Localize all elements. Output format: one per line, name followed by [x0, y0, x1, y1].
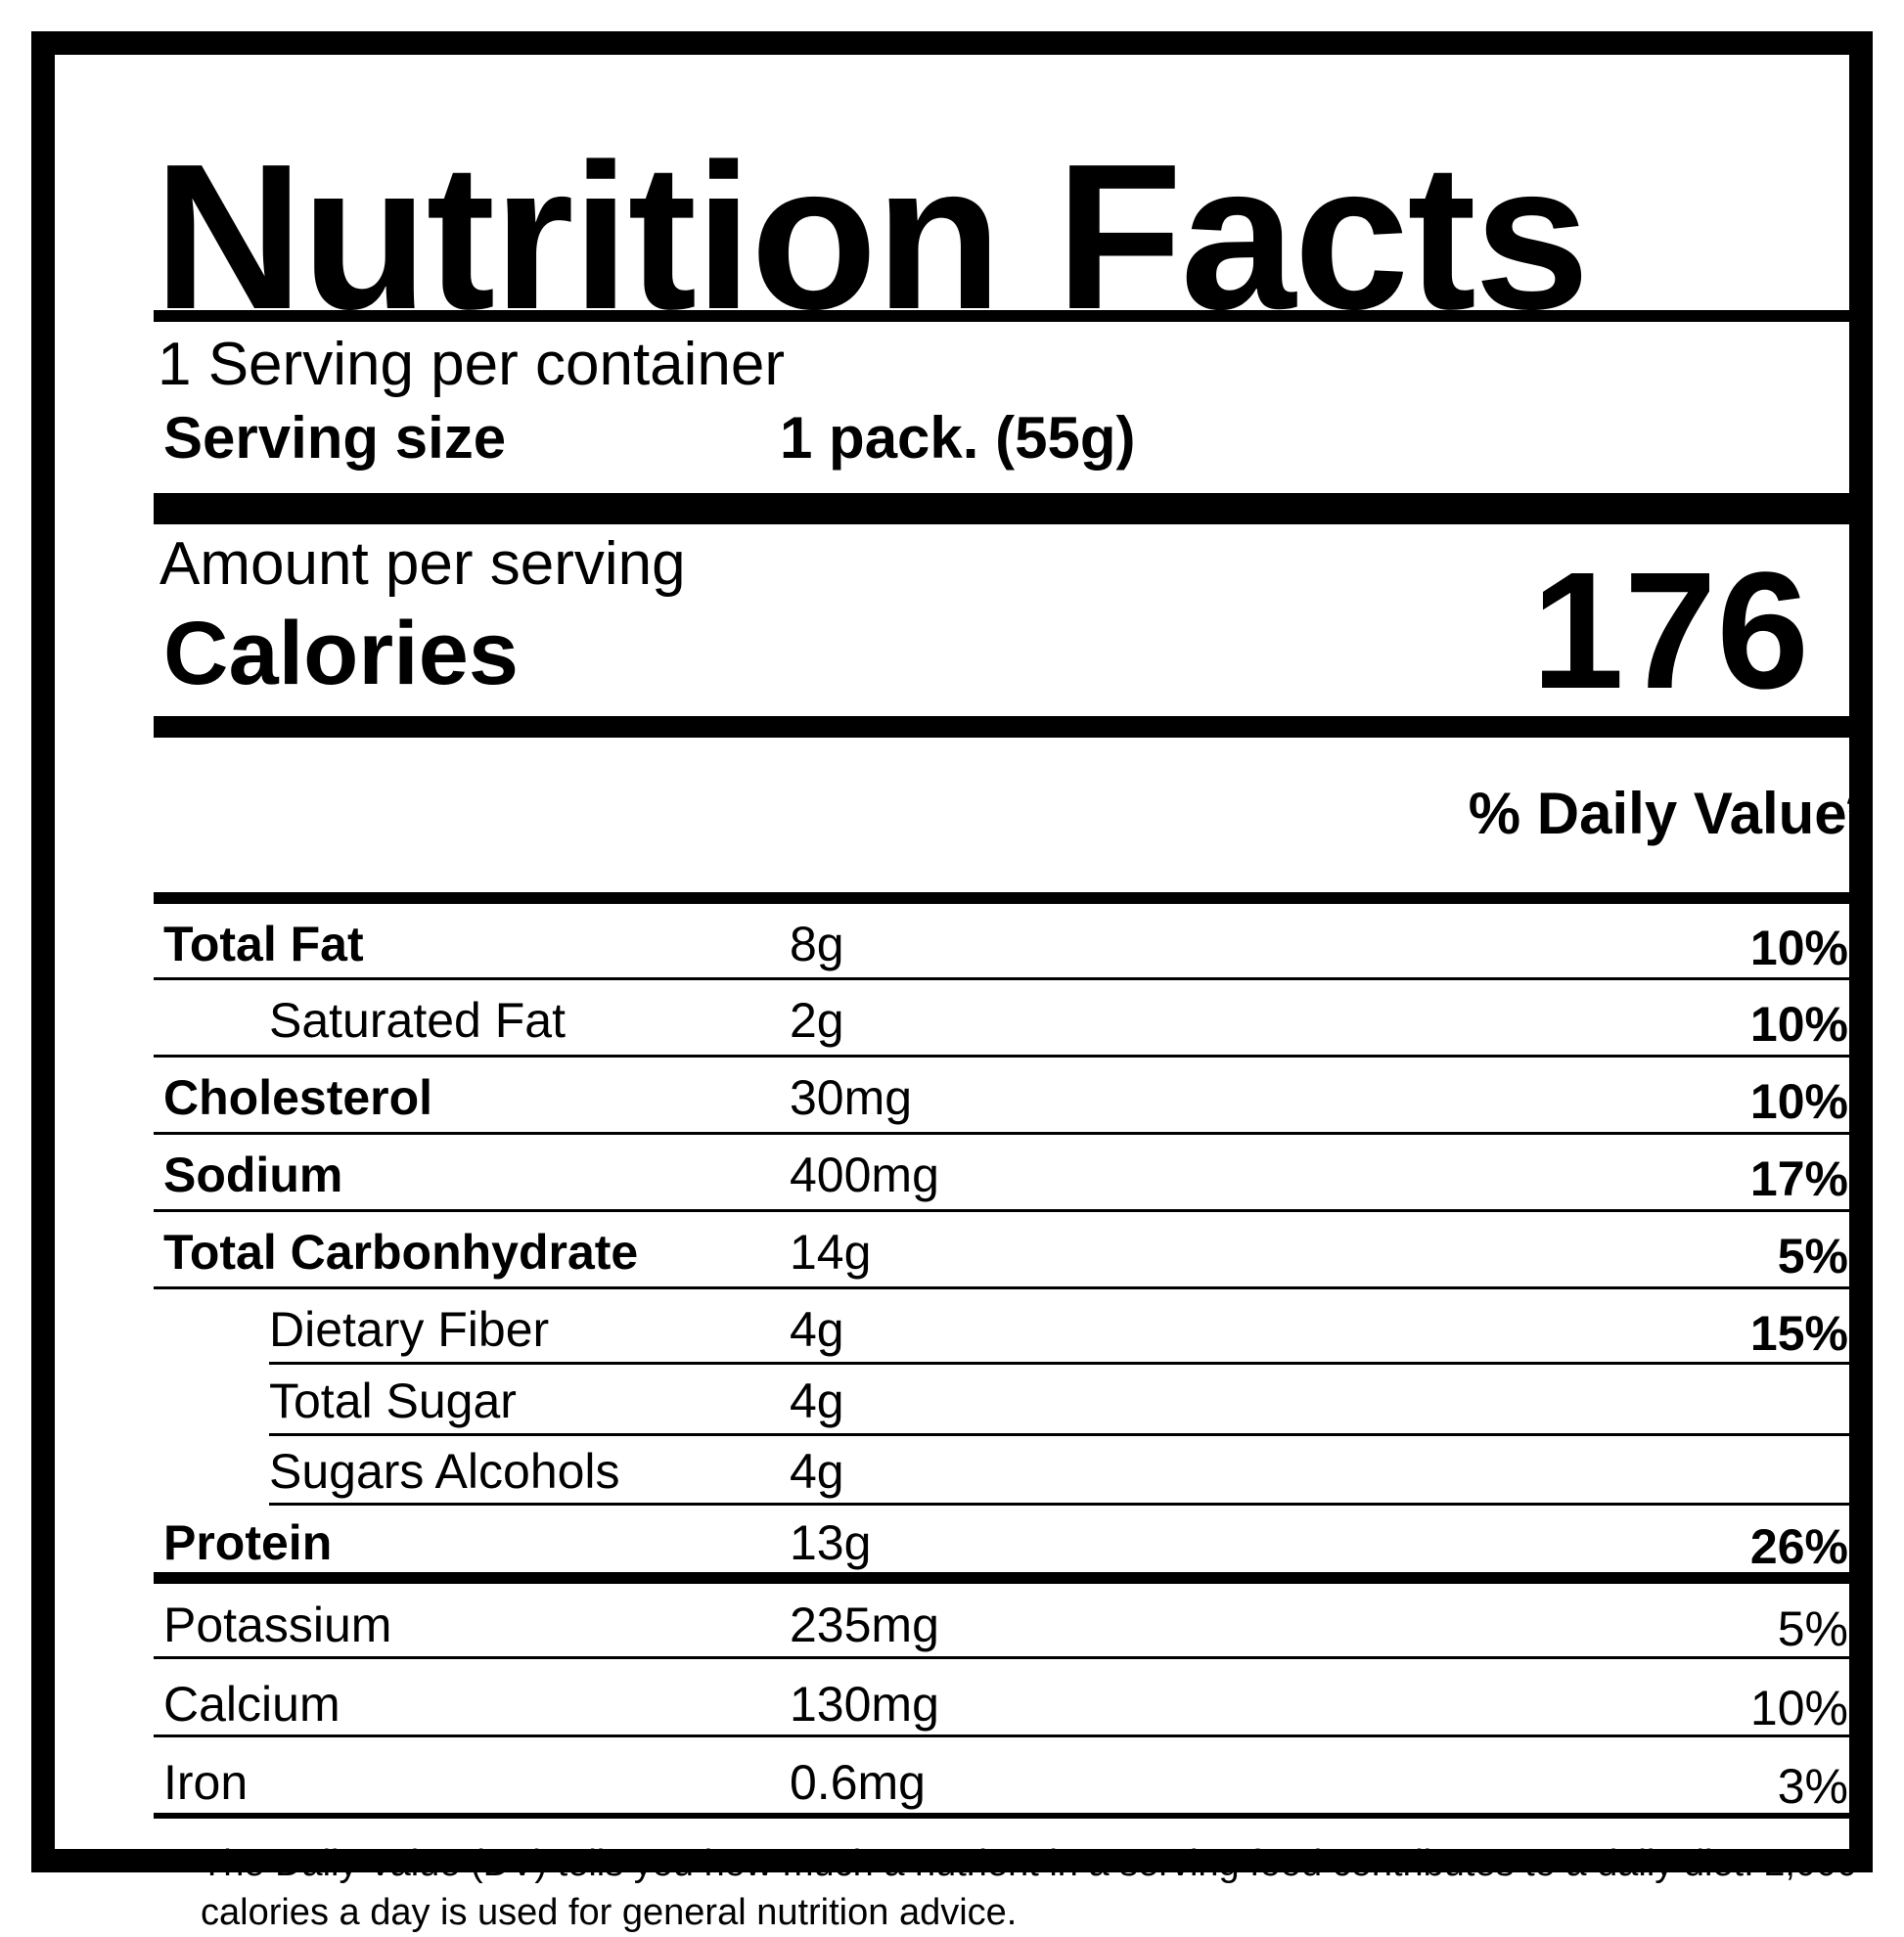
serving-size-value: 1 pack. (55g) — [780, 405, 1136, 471]
nutrient-row-sodium: Sodium 400mg 17% — [154, 1135, 1870, 1211]
row-divider — [154, 1286, 1870, 1289]
mineral-amount: 235mg — [790, 1598, 939, 1652]
page-title: Nutrition Facts — [154, 120, 1590, 352]
calories-label: Calories — [163, 604, 520, 703]
mineral-name: Iron — [163, 1755, 249, 1810]
nutrient-row-total-fat: Total Fat 8g 10% — [154, 904, 1870, 980]
nutrient-amount: 30mg — [790, 1070, 913, 1125]
dv-header-divider — [154, 892, 1870, 904]
nutrient-amount: 8g — [790, 917, 844, 971]
nutrient-daily-value: 10% — [1749, 1074, 1848, 1129]
mineral-row-calcium: Calcium 130mg 10% — [154, 1664, 1870, 1740]
nutrient-amount: 14g — [790, 1225, 872, 1280]
nutrient-amount: 4g — [790, 1444, 844, 1499]
nutrient-name: Dietary Fiber — [269, 1302, 550, 1357]
row-divider — [154, 1734, 1870, 1737]
amount-per-serving: Amount per serving — [159, 530, 686, 598]
nutrition-label-content: Nutrition Facts 1 Serving per container … — [154, 110, 1870, 1933]
mineral-row-iron: Iron 0.6mg 3% — [154, 1742, 1870, 1819]
footnote-divider — [154, 1813, 1870, 1819]
protein-divider — [154, 1572, 1870, 1584]
row-divider — [154, 1209, 1870, 1212]
nutrient-row-sugar-alcohols: Sugars Alcohols 4g — [154, 1431, 1870, 1508]
nutrient-daily-value: 26% — [1749, 1519, 1848, 1574]
nutrient-amount: 400mg — [790, 1148, 939, 1202]
title-divider — [154, 310, 1870, 322]
nutrient-row-total-sugar: Total Sugar 4g — [154, 1361, 1870, 1437]
row-divider — [269, 1503, 1870, 1506]
nutrient-daily-value: 17% — [1749, 1151, 1848, 1206]
nutrient-name: Total Fat — [163, 917, 364, 971]
row-divider — [154, 977, 1870, 980]
mineral-daily-value: 5% — [1777, 1601, 1848, 1656]
nutrient-name: Saturated Fat — [269, 993, 566, 1048]
nutrient-row-dietary-fiber: Dietary Fiber 4g 15% — [154, 1289, 1870, 1366]
calories-value: 176 — [1531, 538, 1809, 724]
nutrient-row-protein: Protein 13g 26% — [154, 1503, 1870, 1579]
mineral-daily-value: 3% — [1777, 1759, 1848, 1814]
mineral-row-potassium: Potassium 235mg 5% — [154, 1585, 1870, 1661]
mineral-daily-value: 10% — [1749, 1681, 1848, 1735]
row-divider — [269, 1362, 1870, 1365]
nutrient-name: Sodium — [163, 1148, 343, 1202]
nutrition-label: Nutrition Facts 1 Serving per container … — [31, 31, 1873, 1933]
nutrient-row-total-carbohydrate: Total Carbonhydrate 14g 5% — [154, 1212, 1870, 1288]
nutrient-daily-value: 5% — [1777, 1229, 1848, 1284]
nutrient-name: Total Sugar — [269, 1374, 517, 1428]
row-divider — [269, 1433, 1870, 1436]
mineral-amount: 0.6mg — [790, 1755, 926, 1810]
nutrient-amount: 2g — [790, 993, 844, 1048]
servings-per-container: 1 Serving per container — [158, 331, 786, 398]
nutrient-name: Sugars Alcohols — [269, 1444, 620, 1499]
footnote-text: The Daily Value (DV) tells you how much … — [201, 1843, 1858, 1933]
calories-divider — [154, 716, 1870, 738]
daily-value-header: % Daily Value* — [1468, 781, 1870, 846]
nutrient-name: Protein — [163, 1515, 333, 1570]
mineral-name: Calcium — [163, 1677, 340, 1732]
nutrient-name: Total Carbonhydrate — [163, 1225, 639, 1280]
serving-divider — [154, 493, 1870, 524]
nutrient-daily-value: 10% — [1749, 997, 1848, 1052]
row-divider — [154, 1132, 1870, 1135]
row-divider — [154, 1656, 1870, 1659]
footnote-marker: * — [161, 1843, 176, 1884]
nutrient-amount: 4g — [790, 1374, 844, 1428]
mineral-name: Potassium — [163, 1598, 392, 1652]
nutrient-name: Cholesterol — [163, 1070, 433, 1125]
row-divider — [154, 1055, 1870, 1058]
serving-size-label: Serving size — [163, 405, 507, 471]
nutrient-daily-value: 10% — [1749, 921, 1848, 975]
nutrient-row-cholesterol: Cholesterol 30mg 10% — [154, 1058, 1870, 1134]
nutrient-daily-value: 15% — [1749, 1306, 1848, 1361]
nutrient-row-saturated-fat: Saturated Fat 2g 10% — [154, 980, 1870, 1057]
mineral-amount: 130mg — [790, 1677, 939, 1732]
nutrient-amount: 13g — [790, 1515, 872, 1570]
footnote: * The Daily Value (DV) tells you how muc… — [161, 1839, 1864, 1937]
nutrient-amount: 4g — [790, 1302, 844, 1357]
